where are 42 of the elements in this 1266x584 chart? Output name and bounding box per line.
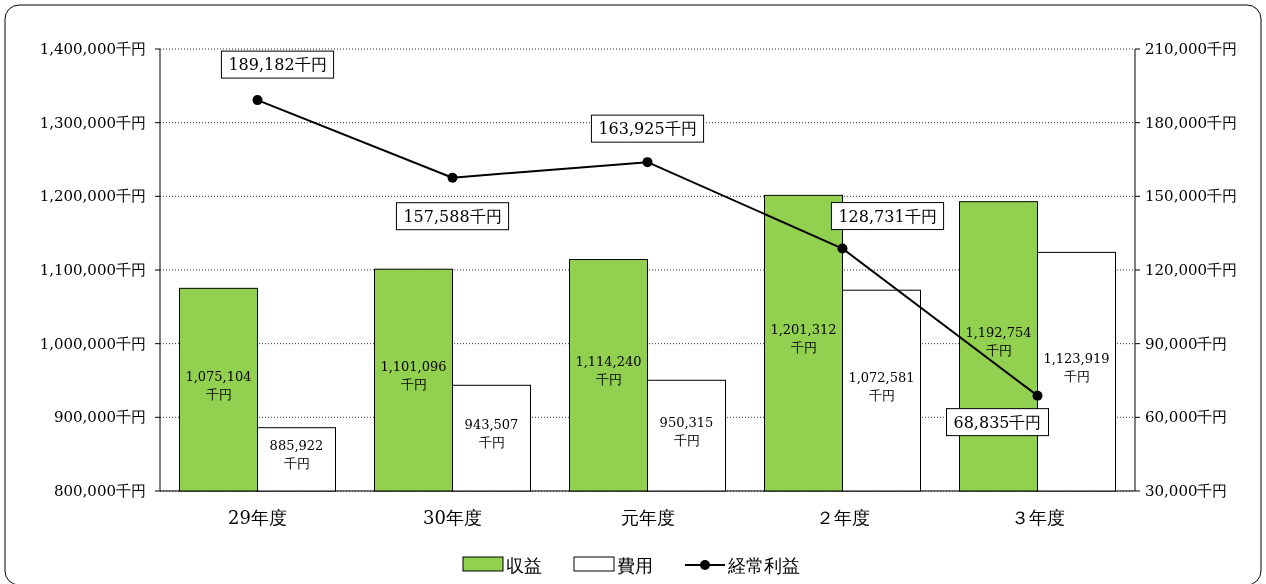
data-label: 68,835千円 (953, 412, 1042, 432)
x-tick-label: ３年度 (1010, 507, 1065, 528)
legend-label: 経常利益 (727, 555, 800, 576)
x-tick-label: ２年度 (815, 507, 870, 528)
data-label: 1,101,096千円 (380, 359, 447, 393)
data-label: 1,072,581千円 (848, 369, 915, 403)
data-label: 163,925千円 (598, 119, 697, 139)
y2-tick-label: 90,000千円 (1145, 334, 1228, 353)
y-tick-label: 1,300,000千円 (39, 113, 146, 132)
y-tick-label: 1,000,000千円 (39, 334, 146, 353)
legend-label: 費用 (617, 555, 653, 576)
y-tick-label: 1,400,000千円 (39, 40, 146, 58)
data-label: 189,182千円 (228, 55, 327, 75)
data-label: 1,114,240千円 (575, 354, 642, 388)
data-label: 1,075,104千円 (185, 368, 252, 402)
data-label: 950,315千円 (659, 414, 714, 448)
data-label: 885,922千円 (269, 438, 324, 472)
y-tick-label: 800,000千円 (53, 482, 146, 500)
point (447, 172, 458, 183)
x-tick-label: 29年度 (228, 507, 287, 528)
data-label: 1,123,919千円 (1043, 350, 1110, 384)
x-tick-label: 30年度 (423, 507, 482, 528)
legend-label: 収益 (506, 555, 542, 576)
point (642, 157, 653, 168)
y2-tick-label: 150,000千円 (1145, 187, 1238, 206)
y-tick-label: 1,100,000千円 (39, 261, 146, 279)
data-label: 1,201,312千円 (770, 322, 837, 356)
x-tick-label: 元年度 (620, 507, 675, 528)
point (1032, 390, 1043, 401)
y2-tick-label: 120,000千円 (1145, 261, 1238, 279)
y-tick-label: 1,200,000千円 (39, 187, 146, 206)
y2-tick-label: 180,000千円 (1145, 113, 1238, 132)
data-label: 157,588千円 (403, 206, 502, 226)
y2-tick-label: 30,000千円 (1145, 482, 1228, 500)
point (252, 95, 263, 106)
point (837, 243, 848, 254)
y2-tick-label: 210,000千円 (1145, 40, 1238, 58)
data-label: 1,192,754千円 (965, 325, 1032, 359)
data-label: 128,731千円 (838, 206, 937, 226)
y-tick-label: 900,000千円 (53, 408, 146, 427)
data-label: 943,507千円 (464, 417, 519, 451)
y2-tick-label: 60,000千円 (1145, 408, 1228, 427)
